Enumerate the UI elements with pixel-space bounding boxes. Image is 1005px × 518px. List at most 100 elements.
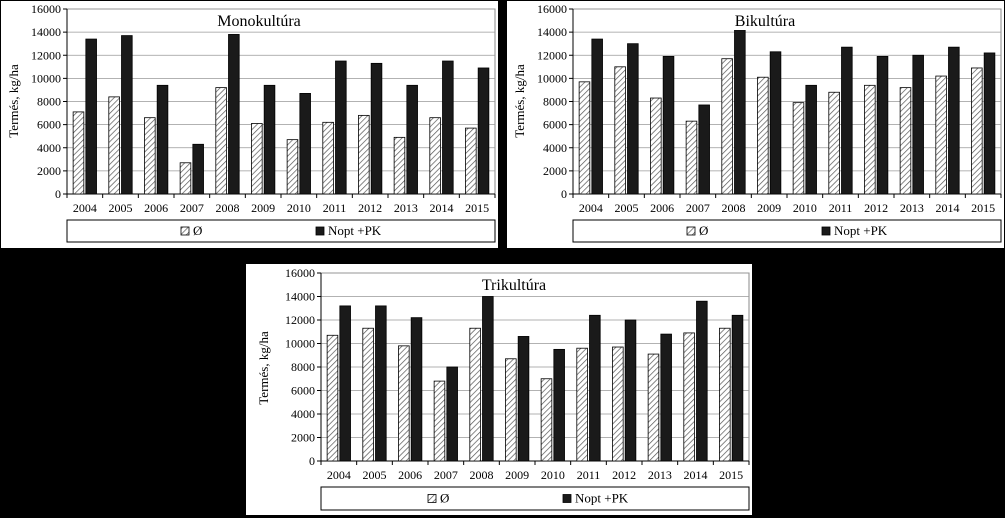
y-tick-label: 14000: [285, 290, 315, 304]
legend-swatch: [180, 226, 190, 236]
chart-svg: 0 2000 4000 6000 8000 10000 12000 14000 16000 200…: [6, 2, 496, 243]
bar-control: [719, 327, 731, 462]
bar-control: [899, 87, 912, 195]
bar-nopt-pk: [446, 366, 458, 462]
bar-nopt-pk: [662, 56, 675, 195]
y-tick-label: 6000: [37, 118, 61, 132]
y-tick-label: 6000: [543, 118, 567, 132]
y-tick-label: 14000: [537, 25, 567, 39]
legend-label: Ø: [699, 223, 708, 238]
x-tick-label: 2015: [465, 201, 489, 215]
bar-nopt-pk: [406, 84, 418, 195]
x-tick-label: 2013: [900, 201, 924, 215]
y-tick-label: 6000: [291, 384, 315, 398]
y-tick-label: 14000: [31, 25, 61, 39]
y-tick-label: 2000: [543, 164, 567, 178]
x-tick-label: 2013: [648, 468, 672, 482]
bar-control: [721, 58, 733, 195]
bar-nopt-pk: [442, 60, 454, 195]
bar-control: [286, 139, 299, 195]
x-tick-label: 2013: [394, 201, 418, 215]
y-tick-label: 16000: [31, 2, 61, 16]
bar-control: [362, 327, 374, 462]
x-tick-label: 2008: [722, 201, 746, 215]
y-axis-label: Termés, kg/ha: [6, 64, 21, 138]
bar-control: [683, 332, 695, 462]
chart-trikultura: 0 2000 4000 6000 8000 10000 12000 14000 16000 200…: [245, 263, 753, 516]
bar-control: [322, 121, 334, 195]
x-tick-label: 2011: [829, 201, 853, 215]
y-tick-label: 4000: [291, 407, 315, 421]
x-tick-label: 2007: [686, 201, 710, 215]
bar-nopt-pk: [339, 305, 351, 462]
bar-nopt-pk: [627, 43, 639, 195]
bar-control: [326, 334, 339, 462]
legend: [66, 219, 496, 243]
x-tick-label: 2009: [757, 201, 781, 215]
bar-nopt-pk: [482, 296, 494, 462]
y-tick-label: 16000: [285, 266, 315, 280]
y-tick-label: 10000: [31, 71, 61, 85]
y-tick-label: 16000: [537, 2, 567, 16]
title-background: [478, 277, 550, 294]
y-tick-label: 8000: [543, 95, 567, 109]
bar-nopt-pk: [299, 93, 311, 195]
bar-control: [792, 102, 805, 195]
bar-nopt-pk: [335, 60, 347, 195]
chart-monokultura: 0 2000 4000 6000 8000 10000 12000 14000 16000 200…: [0, 0, 499, 249]
x-tick-label: 2010: [287, 201, 311, 215]
y-tick-label: 0: [309, 454, 315, 468]
y-tick-label: 12000: [31, 48, 61, 62]
bar-control: [935, 75, 947, 195]
y-tick-label: 2000: [37, 164, 61, 178]
y-tick-label: 0: [561, 187, 567, 201]
x-tick-label: 2004: [579, 201, 603, 215]
x-tick-label: 2009: [505, 468, 529, 482]
bar-nopt-pk: [841, 46, 853, 195]
bar-control: [393, 136, 406, 195]
bar-control: [864, 84, 876, 195]
bar-nopt-pk: [263, 84, 276, 195]
x-tick-label: 2011: [323, 201, 347, 215]
bar-nopt-pk: [553, 348, 565, 462]
bar-nopt-pk: [156, 84, 169, 195]
bar-control: [469, 327, 481, 462]
legend-swatch: [562, 494, 572, 503]
x-tick-label: 2008: [216, 201, 240, 215]
bar-nopt-pk: [370, 62, 383, 195]
bar-nopt-pk: [805, 84, 817, 195]
y-tick-label: 12000: [537, 48, 567, 62]
bar-nopt-pk: [375, 305, 387, 462]
legend-label: Ø: [440, 491, 449, 506]
bar-nopt-pk: [121, 35, 133, 195]
y-tick-label: 0: [55, 187, 61, 201]
bar-control: [540, 378, 553, 462]
bar-control: [72, 111, 85, 195]
bar-control: [505, 358, 517, 462]
x-tick-label: 2010: [541, 468, 565, 482]
bar-control: [144, 117, 156, 195]
x-tick-label: 2004: [73, 201, 97, 215]
x-tick-label: 2005: [615, 201, 639, 215]
bar-control: [433, 380, 446, 462]
x-tick-label: 2011: [577, 468, 601, 482]
chart-title: Bikultúra: [735, 13, 795, 30]
bar-control: [358, 114, 370, 195]
y-tick-label: 10000: [285, 337, 315, 351]
bar-control: [757, 76, 769, 195]
legend: [572, 219, 1002, 243]
x-tick-label: 2014: [936, 201, 960, 215]
bar-nopt-pk: [589, 314, 601, 462]
chart-svg: 0 2000 4000 6000 8000 10000 12000 14000 16000 200…: [512, 2, 1002, 243]
chart-title: Trikultúra: [482, 277, 546, 294]
y-tick-label: 2000: [291, 431, 315, 445]
legend-label: Nopt +PK: [834, 223, 888, 238]
bar-control: [179, 162, 192, 195]
x-tick-label: 2005: [109, 201, 133, 215]
bar-control: [612, 346, 624, 462]
bar-control: [465, 127, 477, 195]
x-tick-label: 2006: [144, 201, 168, 215]
bar-nopt-pk: [624, 319, 637, 462]
y-tick-label: 8000: [291, 360, 315, 374]
legend-label: Nopt +PK: [328, 223, 382, 238]
